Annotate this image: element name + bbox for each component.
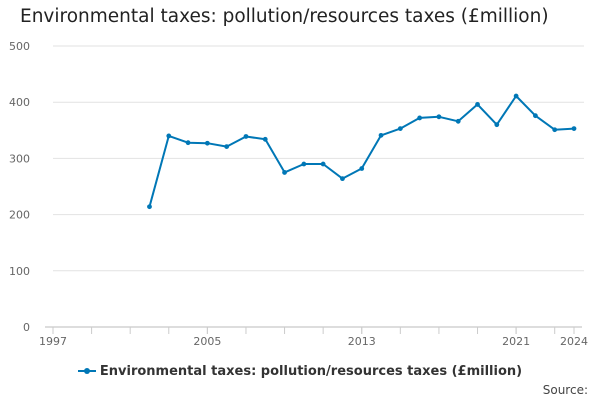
data-point-2017[interactable]	[436, 114, 442, 120]
source-label: Source:	[542, 383, 588, 397]
y-tick-label: 500	[9, 40, 30, 53]
data-point-2002[interactable]	[147, 204, 152, 210]
data-point-2014[interactable]	[378, 132, 384, 138]
data-point-2021[interactable]	[513, 93, 519, 99]
series-layer	[147, 93, 577, 210]
x-tick-label: 2024	[560, 335, 588, 348]
data-point-2012[interactable]	[340, 176, 345, 182]
data-point-2009[interactable]	[282, 170, 287, 175]
legend[interactable]: Environmental taxes: pollution/resources…	[0, 364, 600, 379]
data-point-2019[interactable]	[475, 102, 480, 107]
data-point-2023[interactable]	[552, 127, 558, 133]
data-point-2013[interactable]	[359, 166, 365, 171]
y-tick-label: 300	[9, 152, 30, 165]
y-tick-label: 400	[9, 96, 30, 109]
data-point-2020[interactable]	[494, 122, 500, 128]
legend-label: Environmental taxes: pollution/resources…	[99, 364, 523, 379]
x-tick-label: 2005	[193, 335, 221, 348]
data-point-2008[interactable]	[262, 136, 268, 142]
x-tick-label: 2021	[502, 335, 530, 348]
data-point-2022[interactable]	[533, 113, 538, 119]
data-point-2016[interactable]	[417, 115, 423, 121]
legend-swatch	[77, 367, 96, 374]
data-point-2015[interactable]	[397, 126, 403, 132]
data-point-2011[interactable]	[320, 161, 326, 167]
y-axis-ticks: 0 100 200 300 400 500	[9, 40, 30, 334]
data-point-2006[interactable]	[224, 144, 230, 149]
y-tick-label: 0	[23, 321, 30, 334]
data-point-2003[interactable]	[166, 133, 172, 139]
data-point-2018[interactable]	[455, 118, 461, 124]
data-point-2004[interactable]	[185, 140, 191, 146]
series-line-0	[148, 95, 575, 207]
data-point-2007[interactable]	[243, 134, 249, 139]
chart-title: Environmental taxes: pollution/resources…	[20, 6, 549, 27]
data-point-2010[interactable]	[301, 161, 307, 167]
data-point-2005[interactable]	[204, 140, 210, 146]
y-tick-label: 100	[9, 265, 30, 278]
gridlines	[53, 45, 584, 272]
x-tick-label: 2013	[348, 335, 376, 348]
data-point-2024[interactable]	[571, 126, 577, 132]
x-tick-label: 1997	[39, 335, 67, 348]
y-tick-label: 200	[9, 209, 30, 222]
x-axis: 1997 2005 2013 2021 2024	[39, 326, 588, 348]
